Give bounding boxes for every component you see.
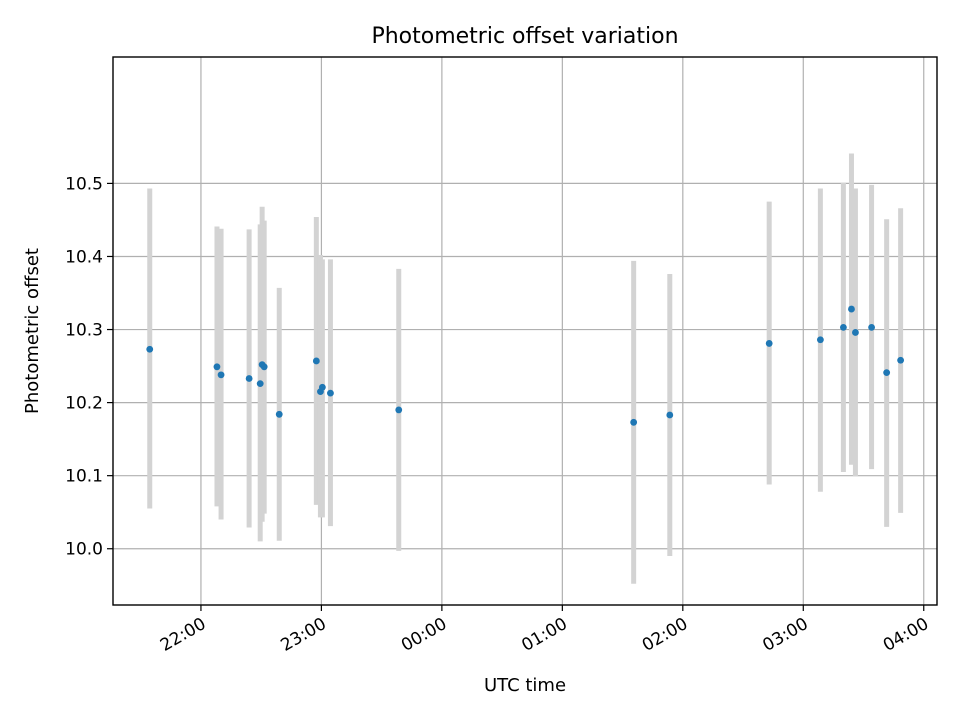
- data-point: [327, 389, 334, 397]
- data-point: [868, 323, 875, 331]
- data-point: [630, 418, 638, 426]
- x-axis-label: UTC time: [484, 675, 566, 696]
- data-point: [256, 380, 264, 388]
- data-point: [395, 406, 403, 414]
- data-point: [816, 336, 824, 344]
- y-tick-label: 10.4: [65, 247, 103, 267]
- data-point: [883, 369, 891, 377]
- data-point: [213, 363, 221, 371]
- y-tick-label: 10.3: [65, 321, 103, 341]
- data-point: [848, 305, 855, 313]
- data-point: [839, 323, 847, 331]
- y-axis-label: Photometric offset: [22, 248, 43, 414]
- data-point: [146, 345, 154, 353]
- data-point: [260, 363, 268, 371]
- data-point: [897, 356, 905, 364]
- y-tick-label: 10.0: [65, 540, 103, 560]
- data-point: [765, 340, 773, 347]
- data-point: [312, 357, 320, 365]
- data-point: [666, 411, 674, 419]
- data-markers: [146, 305, 905, 426]
- data-point: [245, 375, 253, 382]
- y-axis-ticks: 10.0 10.1 10.2 10.3 10.4 10.5: [65, 174, 113, 560]
- y-tick-label: 10.2: [65, 394, 103, 414]
- data-point: [318, 383, 326, 391]
- y-tick-label: 10.1: [65, 467, 103, 487]
- data-point: [275, 410, 283, 418]
- plot-frame: [112, 56, 938, 606]
- data-point: [217, 371, 225, 379]
- y-tick-label: 10.5: [65, 174, 103, 194]
- data-point: [852, 329, 859, 336]
- chart-title: Photometric offset variation: [371, 24, 678, 49]
